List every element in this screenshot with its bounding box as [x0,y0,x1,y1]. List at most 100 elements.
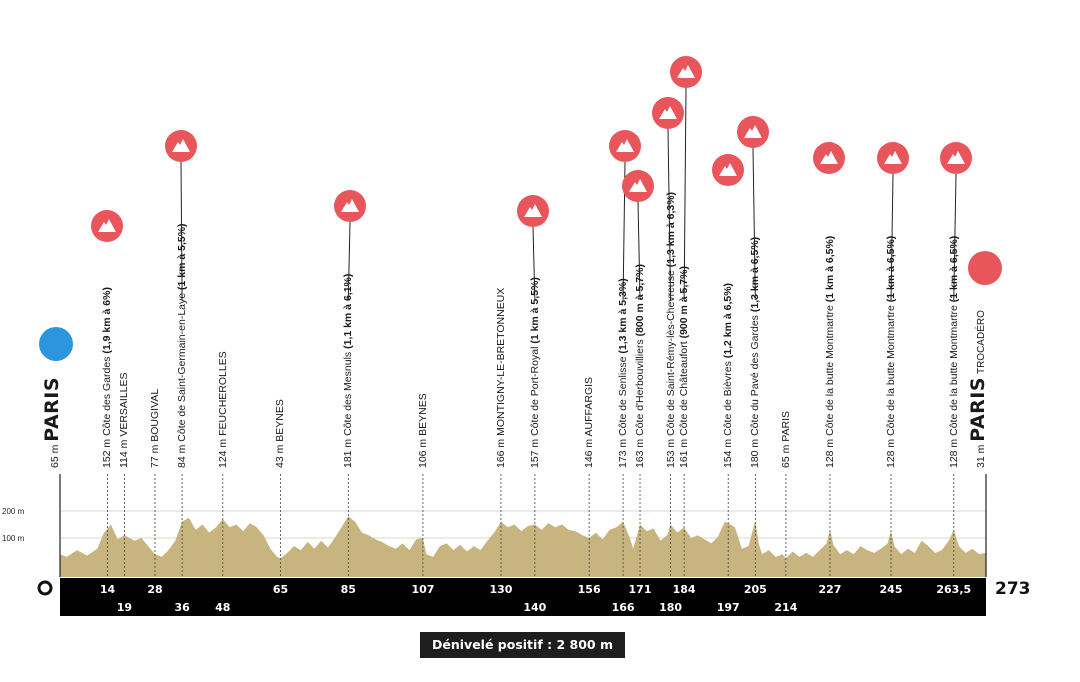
mountain-icon [820,151,838,164]
climb-detail: (800 m à 5,7%) [634,264,647,337]
mountain-icon [172,139,190,152]
place-label: 65 m PARIS [780,411,792,468]
km-tick-label: 227 [818,583,841,596]
km-tick-label: 205 [744,583,767,596]
climb-icon [517,195,549,227]
waypoint-name: Côte de la butte Montmartre [823,305,836,436]
climb-detail: (1,3 km à 6,5%) [749,236,762,313]
km-tick-label: 107 [411,583,434,596]
mountain-icon [98,219,116,232]
climb-detail: (900 m à 5,7%) [678,266,691,339]
waypoint-altitude: 146 m [583,438,596,468]
km-tick-label: 214 [774,601,797,614]
climb-label: 161 m Côte de Châteaufort (900 m à 5,7%) [678,266,690,468]
elevation-label-200: 200 m [2,507,25,516]
waypoint-name: FEUCHEROLLES [216,351,229,436]
climb-icon [737,116,769,148]
waypoint-name: MONTIGNY-LE-BRETONNEUX [494,287,507,436]
climb-label: 128 m Côte de la butte Montmartre (1 km … [824,236,836,468]
finish-dot [968,251,1002,285]
km-tick-label: 36 [174,601,190,614]
waypoint-name: Côte de Bièvres [722,361,735,436]
climb-icon [334,190,366,222]
mountain-icon [629,179,647,192]
climb-connector-line [180,161,183,301]
km-tick-label: 14 [100,583,116,596]
climb-label: 152 m Côte des Gardes (1,9 km à 6%) [101,287,113,468]
mountain-icon [744,125,762,138]
climb-icon [91,210,123,242]
waypoint-altitude: 84 m [176,444,189,468]
waypoint-name: AUFFARGIS [583,376,596,437]
climb-detail: (1,3 km à 5,3%) [617,278,630,354]
km-tick-label: 156 [578,583,601,596]
waypoint-altitude: 154 m [722,438,735,468]
km-tick-label: 85 [341,583,356,596]
climb-connector-line [637,201,641,301]
waypoint-name: VERSAILLES [118,372,131,437]
waypoint-name: Côte de Senlisse [617,356,630,436]
waypoint-altitude: 128 m [885,438,898,468]
km-tick-label: 180 [659,601,682,614]
climb-connector-line [532,226,536,301]
waypoint-name: Côte de Châteaufort [678,341,691,436]
place-label: 106 m BEYNES [417,393,429,468]
waypoint-name: Côte de la butte Montmartre [947,305,960,436]
mountain-icon [947,151,965,164]
km-tick-label: 130 [489,583,512,596]
climb-detail: (1,2 km à 6,5%) [722,282,735,359]
waypoint-name: BOUGIVAL [148,388,161,442]
climb-icon [622,170,654,202]
waypoint-altitude: 180 m [749,438,762,468]
waypoint-altitude: 157 m [528,438,541,468]
waypoint-name: Côte de Port-Royal [528,346,541,436]
climb-label: 84 m Côte de Saint-Germain-en-Laye (1 km… [176,223,188,468]
climb-icon [712,154,744,186]
start-altitude: 65 m [49,444,61,468]
km-tick-label: 197 [717,601,740,614]
climb-label: 128 m Côte de la butte Montmartre (1 km … [948,236,960,468]
climb-detail: (1 km à 6,5%) [823,235,836,303]
elevation-gain-footer: Dénivelé positif : 2 800 m [420,632,625,658]
waypoint-altitude: 181 m [342,438,355,468]
climb-detail: (1,9 km à 6%) [101,287,114,354]
waypoint-altitude: 128 m [823,438,836,468]
climb-detail: (1 km à 6,5%) [885,235,898,303]
mountain-icon [719,163,737,176]
start-city: PARIS [41,376,63,442]
climb-label: 163 m Côte d'Herbouvilliers (800 m à 5,7… [634,264,646,468]
waypoint-altitude: 124 m [216,438,229,468]
climb-label: 153 m Côte de Saint-Rémy-lès-Chevreuse (… [665,192,677,468]
waypoint-altitude: 114 m [118,439,131,468]
km-tick-label: 166 [612,601,635,614]
km-bar [60,578,986,616]
km-tick-label: 19 [117,601,132,614]
climb-icon [652,97,684,129]
waypoint-altitude: 166 m [494,438,507,468]
start-dot [39,327,73,361]
km-tick-label: 140 [523,601,546,614]
climb-detail: (1 km à 5,5%) [528,277,541,344]
mountain-icon [659,106,677,119]
waypoint-altitude: 106 m [416,438,429,468]
climb-connector-line [953,173,957,301]
climb-icon [877,142,909,174]
waypoint-altitude: 43 m [274,444,287,468]
climb-label: 128 m Côte de la butte Montmartre (1 km … [885,236,897,468]
waypoint-altitude: 152 m [101,438,114,468]
waypoint-name: Côte de Saint-Germain-en-Laye [176,292,189,442]
climb-connector-line [683,87,687,301]
waypoint-altitude: 161 m [678,438,691,468]
climb-label: 180 m Côte du Pavé des Gardes (1,3 km à … [749,237,761,468]
mountain-icon [616,139,634,152]
waypoint-name: Côte de Saint-Rémy-lès-Chevreuse [664,270,677,436]
km-tick-label: 48 [215,601,230,614]
start-label: 65 m PARIS [41,377,63,468]
climb-connector-line [667,128,672,301]
climb-detail: (1,3 km à 6,3%) [664,191,677,268]
finish-label: 31 m PARIS TROCADÉRO [967,310,989,468]
km-tick-label: 245 [880,583,903,596]
waypoint-name: Côte de la butte Montmartre [885,305,898,436]
climb-label: 157 m Côte de Port-Royal (1 km à 5,5%) [529,277,541,468]
